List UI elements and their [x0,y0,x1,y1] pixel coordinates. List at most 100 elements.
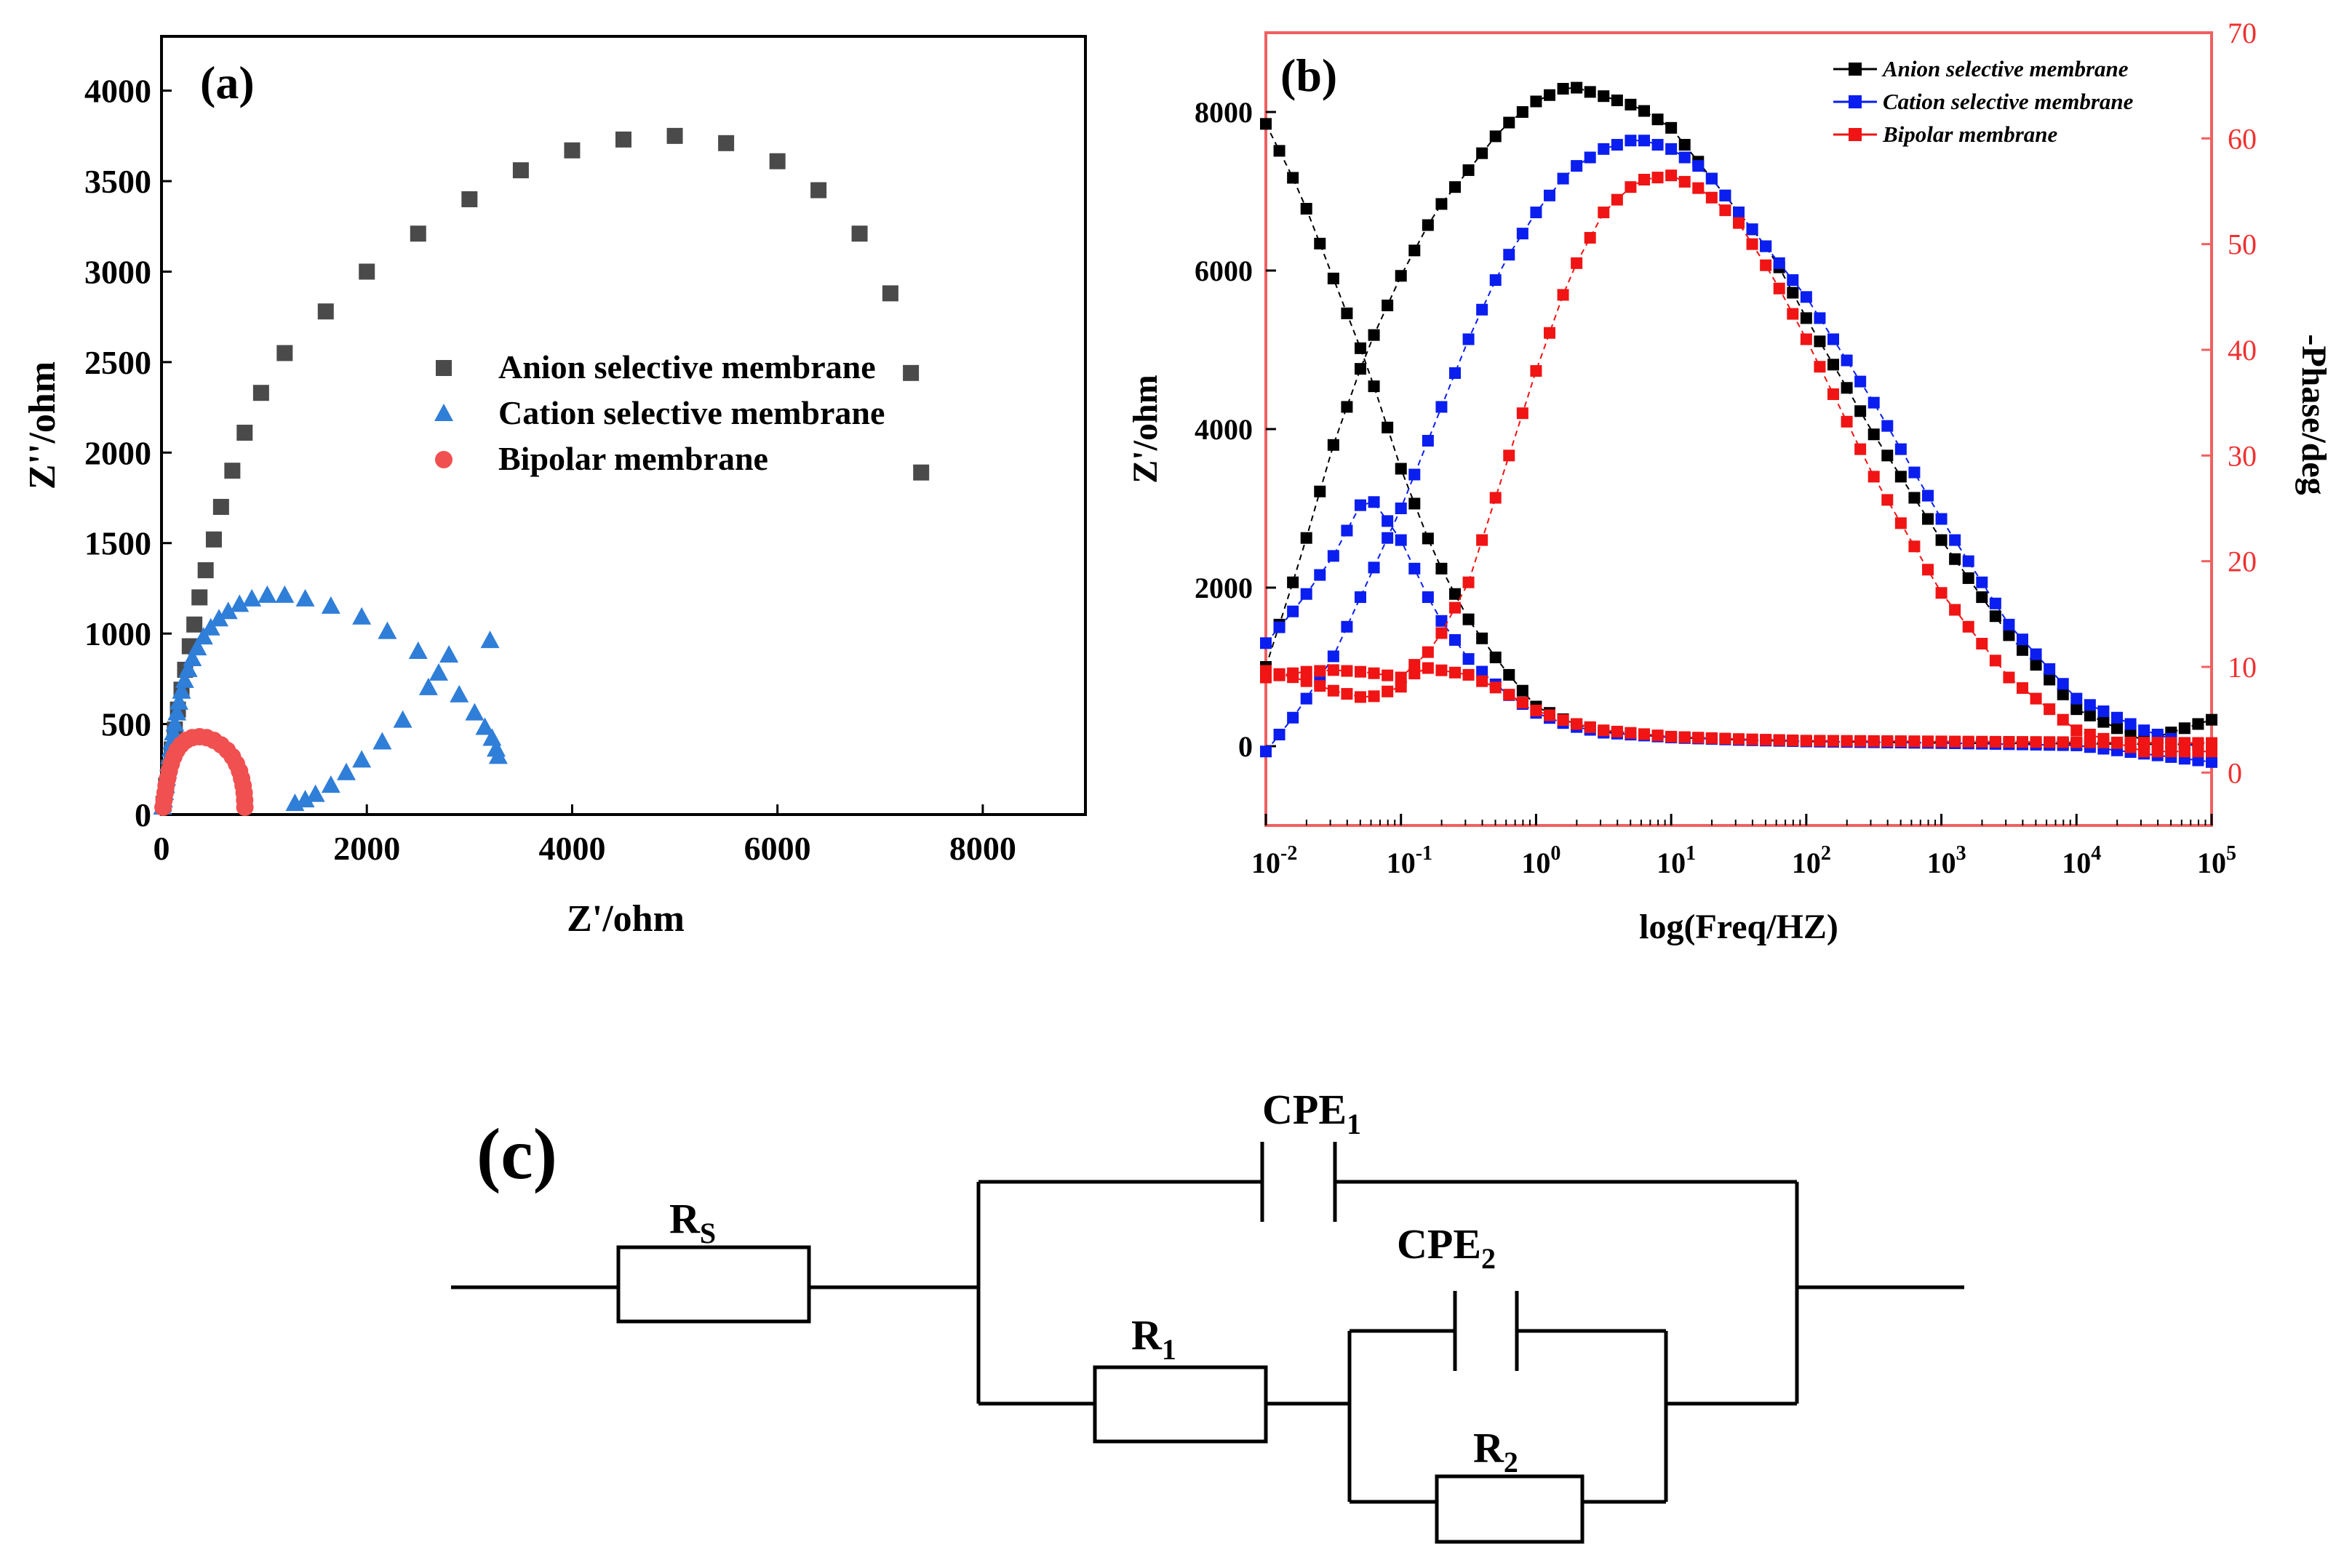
a-data-point-circle [435,451,453,468]
b-data-point [1733,733,1745,745]
b-legend-marker [1849,95,1862,108]
a-data-point-circle [236,799,254,817]
b-data-point [1327,550,1339,562]
b-data-point [2084,729,2096,741]
b-data-point [1355,363,1366,375]
b-data-point [1908,466,1921,479]
b-right-tick-label: 10 [2228,651,2257,684]
a-ytick-label: 0 [135,796,151,833]
a-data-point-square [359,263,375,280]
a-xtick-label: 4000 [538,830,605,867]
a-data-point-square [564,142,581,159]
b-data-point [1571,81,1583,94]
b-data-point [1867,471,1880,483]
b-data-point [1260,671,1272,684]
b-legend-entry: Anion selective membrane [1881,56,2129,81]
a-data-point-triangle [169,692,188,710]
a-data-point-triangle [429,663,448,681]
b-data-point [1327,272,1339,284]
b-right-tick-label: 0 [2228,756,2242,789]
panel-a-axes: 0 2000 4000 6000 8000 0 500 1000 1500 2000 2500 300… [84,73,1016,867]
a-data-point-triangle [378,621,397,639]
b-right-tick-label: 30 [2228,439,2257,472]
b-data-point [1598,90,1610,103]
b-left-tick-label: 6000 [1195,255,1253,287]
b-data-point [1341,401,1353,413]
a-legend-entry: Bipolar membrane [498,440,768,477]
b-data-point [1449,367,1461,379]
a-data-point-square [851,225,868,242]
b-data-point [2097,716,2110,728]
a-data-point-triangle [242,588,262,607]
a-ytick-label: 1000 [84,615,151,652]
b-data-point [1287,576,1299,588]
a-data-point-triangle [172,681,191,699]
panel-b-ylabel-left: Z'/ohm [1126,375,1165,483]
a-data-point-square [191,589,208,606]
a-data-point-triangle [201,617,220,636]
b-data-point [1638,135,1650,147]
b-series-phase [1260,81,2217,747]
label-rs: RS [669,1195,716,1249]
a-data-point-square [903,364,920,381]
b-series-phase [1260,169,2217,758]
a-data-point-triangle [175,670,194,688]
b-xtick-label: 101 [1657,842,1696,879]
a-legend-entry: Anion selective membrane [498,348,876,385]
a-data-point-triangle [408,641,428,660]
b-data-point [1422,434,1434,447]
panel-a: (a) 0 2000 4000 6000 8000 0 500 1000 1500 2000 250… [22,35,1087,940]
b-data-point [1449,588,1461,600]
b-xtick-label: 105 [2197,842,2236,879]
a-data-point-triangle [178,659,198,677]
b-xtick-label: 100 [1521,842,1560,879]
b-data-point [1611,95,1623,107]
b-data-point [2192,754,2204,767]
b-data-point [1462,576,1475,588]
label-cpe2: CPE2 [1397,1220,1496,1275]
a-data-point-triangle [372,732,392,750]
b-data-point [1827,388,1839,401]
b-data-point [1800,333,1812,345]
b-xtick-label: 104 [2062,842,2101,879]
panel-a-label: (a) [200,57,255,108]
b-data-point [1273,145,1285,157]
b-data-point [1989,597,2001,609]
b-series-line [1265,123,2212,745]
b-data-point [1841,382,1853,394]
b-data-point [1489,274,1502,287]
b-data-point [1287,667,1299,679]
b-right-tick-label: 70 [2228,17,2257,49]
panel-a-legend: Anion selective membrane Cation selective… [434,348,885,477]
b-data-point [1814,361,1826,373]
b-data-point [1989,610,2001,623]
a-legend-entry: Cation selective membrane [498,394,885,431]
b-data-point [1935,513,1948,525]
b-left-tick-label: 2000 [1195,572,1253,604]
b-data-point [2017,736,2028,748]
b-data-point [1368,496,1380,508]
b-data-point [1935,735,1948,748]
b-data-point [1800,312,1812,324]
a-data-point-triangle [295,790,315,808]
a-ytick-label: 2500 [84,344,151,381]
label-cpe1: CPE1 [1262,1086,1361,1140]
b-left-tick-label: 8000 [1195,96,1253,129]
b-series-line [1265,140,2212,753]
a-data-point-square [205,531,222,548]
b-xtick-label: 103 [1927,842,1966,879]
a-data-point-square [317,303,334,320]
a-data-point-triangle [218,601,238,620]
b-data-point [1638,174,1650,186]
b-data-point [2165,745,2177,758]
a-data-point-triangle [434,404,453,421]
b-data-point [1314,237,1326,249]
resistor-r2 [1435,1474,1584,1544]
a-data-point-triangle [450,684,469,703]
b-data-point [2192,718,2204,730]
a-data-point-square [769,153,786,169]
a-data-point-triangle [295,588,315,607]
b-data-point [1584,231,1596,244]
